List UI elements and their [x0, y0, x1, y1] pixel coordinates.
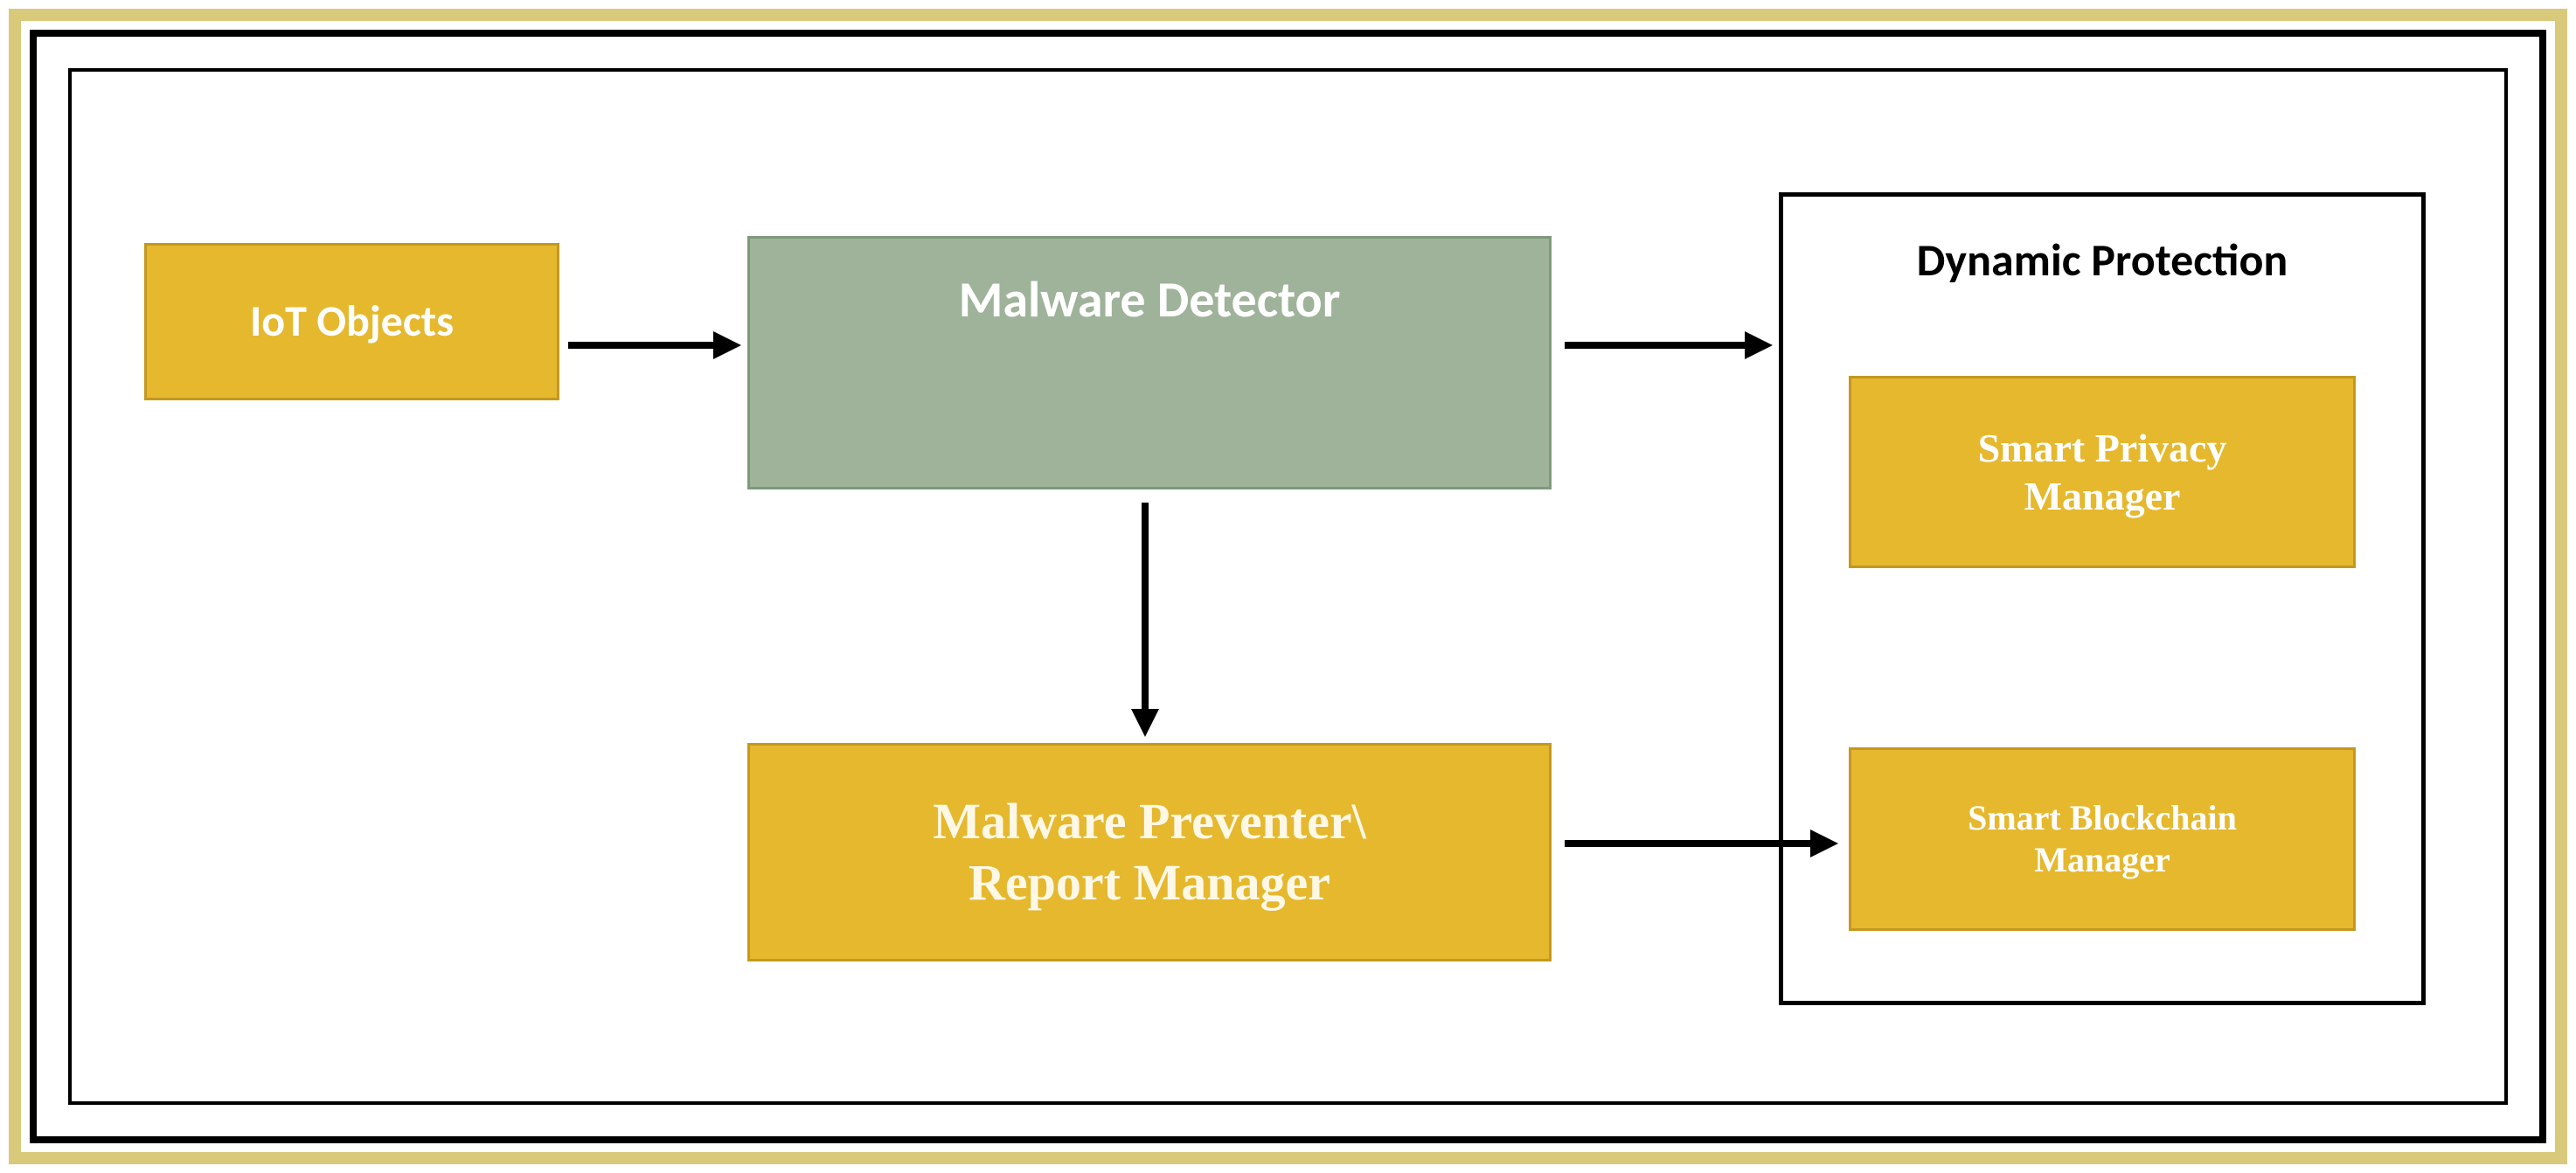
smart-blockchain-node: Smart Blockchain Manager — [1849, 747, 2356, 931]
dynamic-protection-title: Dynamic Protection — [1783, 232, 2421, 288]
iot-objects-node: IoT Objects — [144, 243, 559, 400]
malware-detector-node: Malware Detector — [747, 236, 1552, 489]
malware-preventer-node: Malware Preventer\ Report Manager — [747, 743, 1552, 961]
smart-privacy-node: Smart Privacy Manager — [1849, 376, 2356, 568]
